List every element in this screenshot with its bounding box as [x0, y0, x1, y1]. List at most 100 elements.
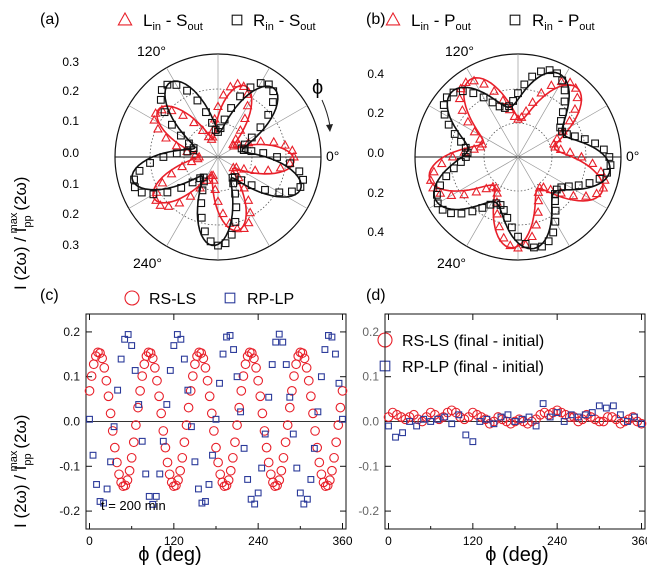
data-point: [272, 338, 280, 346]
data-point: [533, 206, 544, 216]
data-point: [176, 131, 185, 140]
data-point: [289, 151, 299, 161]
data-point: [186, 156, 197, 166]
data-point: [185, 386, 196, 396]
data-point: [551, 190, 559, 198]
data-point: [545, 66, 554, 75]
data-point: [242, 100, 253, 110]
radial-tick: 0.2: [367, 106, 384, 120]
data-point: [160, 108, 169, 117]
data-point: [591, 139, 599, 148]
data-point: [221, 480, 232, 491]
data-point: [231, 189, 239, 198]
data-point: [149, 500, 157, 508]
data-point: [436, 158, 447, 168]
data-point: [287, 145, 298, 154]
data-point: [447, 209, 455, 218]
data-point: [483, 415, 491, 423]
data-point: [553, 409, 561, 416]
data-point: [308, 408, 318, 419]
data-point: [299, 175, 307, 184]
data-point: [150, 362, 160, 373]
data-point: [507, 223, 516, 232]
data-point: [521, 239, 530, 248]
data-point: [212, 415, 220, 423]
data-point: [441, 413, 449, 421]
data-point: [232, 78, 243, 88]
data-point: [481, 183, 492, 193]
data-point: [228, 452, 238, 463]
data-point: [454, 93, 465, 103]
data-point: [172, 81, 181, 89]
radial-tick: 0.0: [367, 146, 384, 160]
data-point: [335, 379, 343, 387]
data-point: [509, 97, 518, 105]
legend-label-l-in-p-out: Lin - Pout: [411, 11, 471, 33]
data-point: [544, 237, 553, 246]
data-point: [552, 185, 561, 194]
data-point: [221, 239, 230, 248]
data-point: [209, 451, 216, 459]
data-point: [189, 146, 198, 155]
data-point: [162, 457, 173, 468]
data-point: [107, 426, 118, 436]
radial-tick: 0.2: [62, 207, 79, 221]
data-point: [275, 162, 286, 172]
data-point: [455, 411, 463, 419]
data-point: [489, 85, 500, 95]
panel-a-radial-ticks: 0.3 0.2 0.1 0.0 0.1 0.2 0.3: [62, 55, 79, 252]
data-point: [259, 149, 268, 157]
data-point: [137, 188, 146, 197]
data-point: [565, 147, 575, 156]
data-point: [135, 166, 144, 175]
data-point: [545, 184, 556, 194]
data-point: [471, 186, 482, 196]
data-point: [605, 153, 614, 161]
data-point: [339, 415, 346, 423]
data-point: [124, 331, 132, 338]
data-point: [269, 98, 277, 106]
panel-a: (a) Lin - Sout Rin - Sout 0.3 0.2 0.1 0.…: [40, 11, 339, 271]
data-point: [124, 465, 135, 476]
data-point: [461, 153, 470, 161]
panel-b-legend: Lin - Pout Rin - Pout: [385, 11, 595, 33]
data-point: [255, 391, 266, 402]
data-point: [564, 182, 573, 191]
data-point: [392, 433, 399, 441]
data-point: [505, 240, 516, 250]
data-point: [173, 475, 183, 486]
data-point: [171, 480, 181, 491]
data-point: [331, 437, 342, 448]
panel-a-label: (a): [40, 11, 60, 28]
panel-a-legend: Lin - Sout Rin - Sout: [117, 11, 316, 33]
data-point: [442, 172, 451, 181]
data-point: [588, 409, 596, 416]
data-point: [153, 123, 163, 133]
y-tick-label: 0.2: [63, 325, 80, 339]
data-point: [469, 89, 478, 98]
data-point: [199, 173, 208, 182]
data-point: [504, 411, 512, 419]
data-point: [255, 136, 266, 145]
data-point: [210, 184, 221, 194]
data-point: [560, 86, 569, 95]
data-point: [171, 140, 182, 150]
data-point: [150, 107, 161, 117]
data-point: [226, 332, 234, 339]
data-point: [156, 408, 167, 419]
angle-label-120: 120°: [137, 43, 166, 59]
data-point: [218, 89, 229, 99]
data-point: [460, 77, 471, 86]
data-point: [303, 375, 314, 386]
data-point: [188, 178, 197, 187]
data-point: [556, 117, 565, 125]
rotation-arrow: [321, 99, 331, 127]
data-point: [181, 420, 192, 430]
data-point: [463, 116, 473, 126]
data-point: [120, 480, 131, 491]
data-point: [514, 232, 522, 241]
data-point: [287, 187, 296, 196]
ylabel-bottom: I (2ω) / Ippmax(2ω): [8, 415, 34, 528]
data-point: [570, 103, 580, 113]
data-point: [425, 175, 436, 184]
